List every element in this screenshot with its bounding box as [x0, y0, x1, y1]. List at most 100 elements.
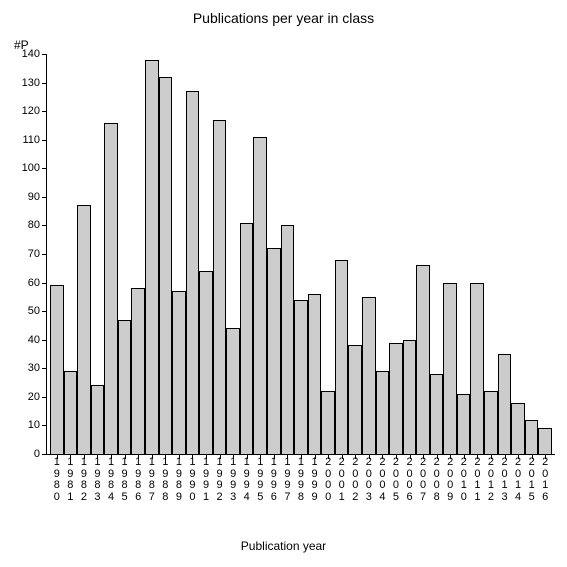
bar	[416, 265, 430, 454]
x-tick-label: 1996	[267, 457, 281, 503]
x-tick-mark	[518, 454, 519, 459]
bar	[294, 300, 308, 454]
x-tick-label: 2004	[376, 457, 390, 503]
y-tick-label: 20	[28, 391, 40, 403]
x-tick-mark	[274, 454, 275, 459]
x-tick-label: 1989	[172, 457, 186, 503]
y-tick-label: 60	[28, 277, 40, 289]
x-tick-mark	[532, 454, 533, 459]
bar	[64, 371, 78, 454]
bar	[172, 291, 186, 454]
x-tick-label: 1985	[118, 457, 132, 503]
chart-title: Publications per year in class	[0, 10, 567, 26]
x-tick-mark	[260, 454, 261, 459]
bar	[267, 248, 281, 454]
bar	[335, 260, 349, 454]
x-tick-label: 2008	[430, 457, 444, 503]
x-tick-mark	[247, 454, 248, 459]
x-tick-label: 2016	[538, 457, 552, 503]
x-tick-mark	[165, 454, 166, 459]
x-tick-mark	[97, 454, 98, 459]
bar	[511, 403, 525, 454]
x-tick-mark	[396, 454, 397, 459]
x-tick-mark	[57, 454, 58, 459]
x-tick-label: 1980	[50, 457, 64, 503]
bar	[186, 91, 200, 454]
y-tick-label: 120	[22, 105, 40, 117]
x-tick-label: 1998	[294, 457, 308, 503]
x-tick-mark	[491, 454, 492, 459]
y-tick-label: 10	[28, 419, 40, 431]
x-tick-label: 1995	[254, 457, 268, 503]
y-tick-label: 30	[28, 362, 40, 374]
x-tick-label: 1984	[104, 457, 118, 503]
x-tick-label: 2012	[484, 457, 498, 503]
y-tick-mark	[42, 225, 47, 226]
x-tick-label: 1983	[91, 457, 105, 503]
y-tick-mark	[42, 254, 47, 255]
bar	[362, 297, 376, 454]
x-tick-label: 1992	[213, 457, 227, 503]
y-tick-mark	[42, 168, 47, 169]
y-tick-mark	[42, 368, 47, 369]
x-tick-mark	[382, 454, 383, 459]
x-tick-label: 2003	[362, 457, 376, 503]
x-tick-label: 1990	[186, 457, 200, 503]
y-tick-mark	[42, 397, 47, 398]
bars-container	[50, 54, 552, 454]
x-tick-mark	[111, 454, 112, 459]
x-tick-label: 2010	[457, 457, 471, 503]
bar	[403, 340, 417, 454]
bar	[118, 320, 132, 454]
y-tick-label: 130	[22, 77, 40, 89]
bar	[443, 283, 457, 454]
y-tick-label: 110	[22, 134, 40, 146]
y-tick-mark	[42, 197, 47, 198]
x-tick-label: 1987	[145, 457, 159, 503]
bar	[104, 123, 118, 454]
bar	[199, 271, 213, 454]
bar	[213, 120, 227, 454]
x-tick-label: 1994	[240, 457, 254, 503]
x-axis-label: Publication year	[0, 539, 567, 553]
x-tick-label: 2000	[321, 457, 335, 503]
x-tick-label: 2015	[525, 457, 539, 503]
y-tick-mark	[42, 140, 47, 141]
bar	[457, 394, 471, 454]
x-tick-label: 2001	[335, 457, 349, 503]
x-tick-mark	[410, 454, 411, 459]
bar	[525, 420, 539, 454]
x-tick-mark	[437, 454, 438, 459]
x-tick-mark	[342, 454, 343, 459]
bar	[91, 385, 105, 454]
x-tick-mark	[70, 454, 71, 459]
x-tick-mark	[192, 454, 193, 459]
bar	[376, 371, 390, 454]
publications-bar-chart: Publications per year in class #P Public…	[0, 0, 567, 567]
bar	[226, 328, 240, 454]
x-tick-label: 1986	[131, 457, 145, 503]
x-tick-mark	[423, 454, 424, 459]
x-tick-mark	[355, 454, 356, 459]
x-tick-label: 2014	[511, 457, 525, 503]
x-tick-label: 2013	[498, 457, 512, 503]
bar	[538, 428, 552, 454]
x-tick-mark	[464, 454, 465, 459]
bar	[77, 205, 91, 454]
bar	[281, 225, 295, 454]
plot-area: 0102030405060708090100110120130140198019…	[46, 54, 555, 455]
y-tick-mark	[42, 454, 47, 455]
x-tick-mark	[315, 454, 316, 459]
x-tick-label: 1988	[159, 457, 173, 503]
x-tick-label: 2002	[348, 457, 362, 503]
x-tick-label: 1997	[281, 457, 295, 503]
bar	[484, 391, 498, 454]
y-tick-label: 40	[28, 334, 40, 346]
bar	[308, 294, 322, 454]
y-tick-label: 100	[22, 162, 40, 174]
x-tick-mark	[138, 454, 139, 459]
x-tick-label: 2009	[443, 457, 457, 503]
bar	[253, 137, 267, 454]
x-tick-mark	[545, 454, 546, 459]
x-tick-mark	[301, 454, 302, 459]
